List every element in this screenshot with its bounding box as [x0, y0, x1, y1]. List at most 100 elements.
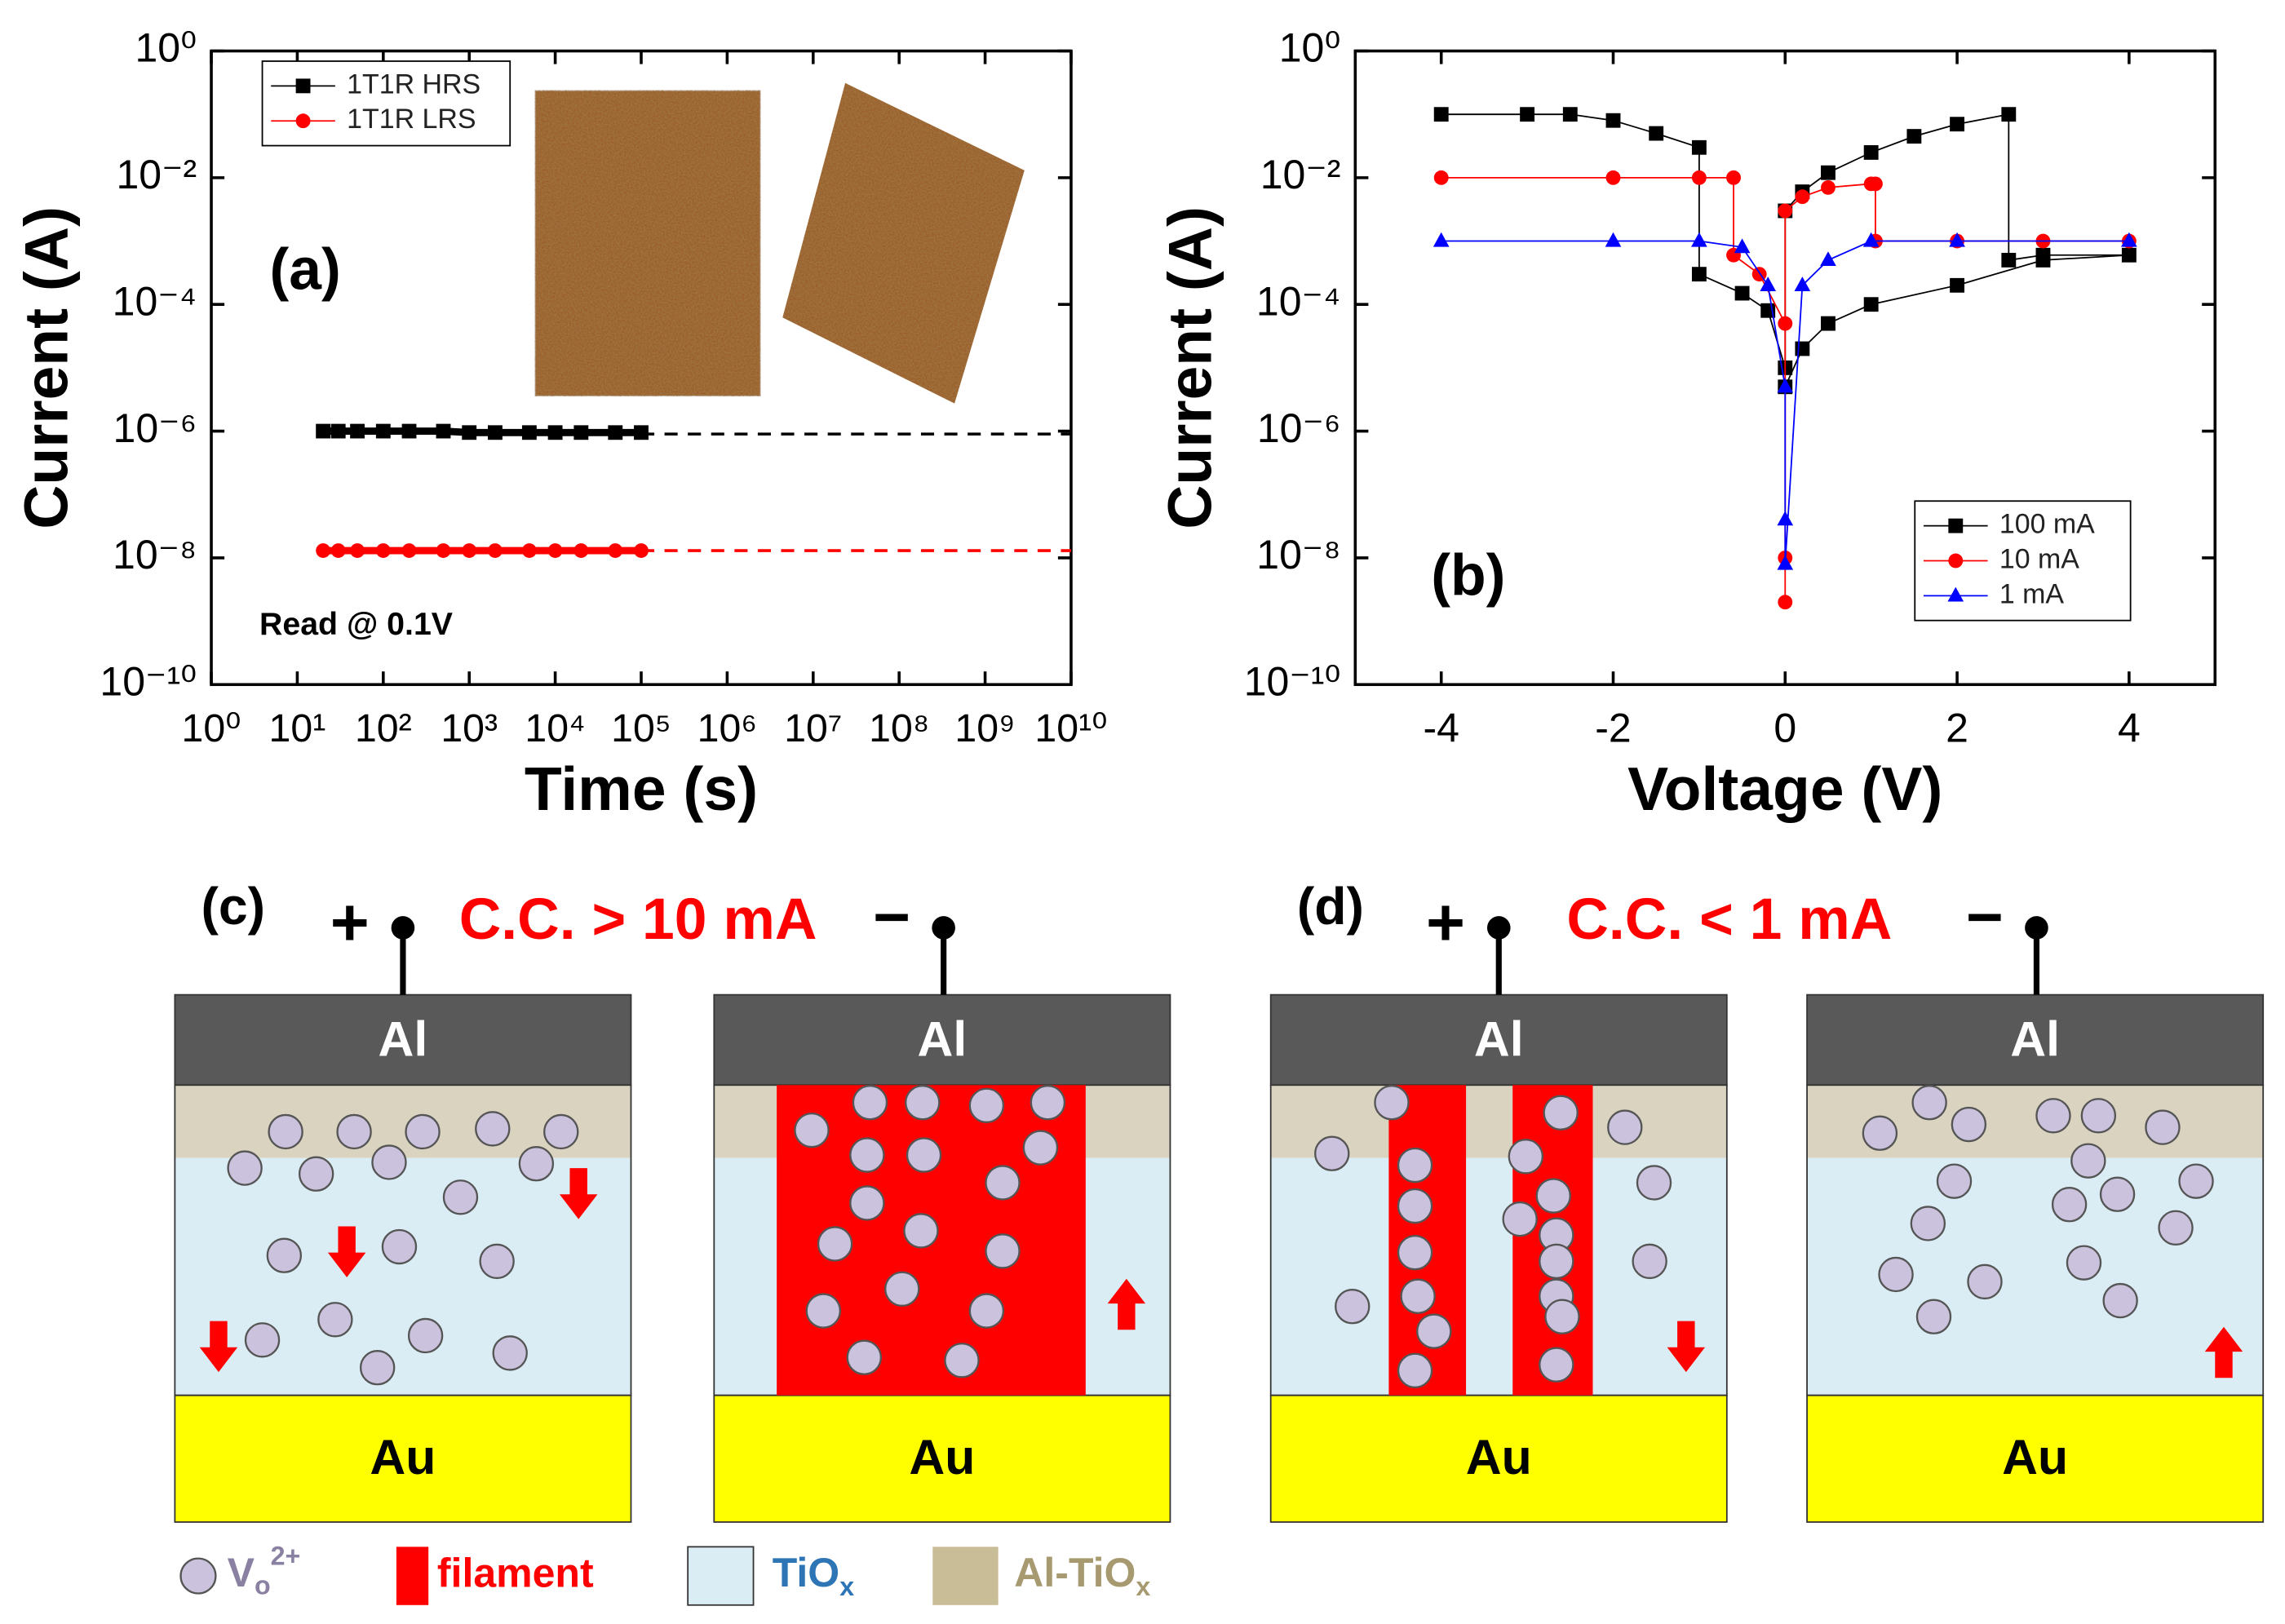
marker [1605, 113, 1621, 128]
marker [1778, 316, 1793, 331]
marker [1433, 107, 1449, 122]
al-layer [1806, 993, 2265, 1086]
marker [1794, 277, 1811, 291]
x-tick-label: 10⁴ [525, 706, 585, 750]
annotation: Read @ 0.1V [259, 606, 453, 642]
marker [1777, 511, 1794, 526]
legend-label: Al-TiOx [1014, 1550, 1150, 1601]
x-tick-label: 0 [1774, 706, 1796, 751]
x-tick-label: 10⁰ [182, 706, 241, 750]
oxygen-vacancy [405, 1113, 441, 1150]
y-tick-label: 10⁻⁴ [113, 278, 197, 324]
electrode-label: Al [1474, 1011, 1524, 1067]
oxygen-vacancy [849, 1185, 885, 1221]
marker [436, 423, 451, 439]
x-tick-label: 10⁷ [784, 706, 842, 750]
oxygen-vacancy [359, 1350, 396, 1386]
oxygen-vacancy [2099, 1176, 2136, 1212]
marker [2121, 247, 2137, 263]
oxygen-vacancy [1951, 1106, 1987, 1143]
legend-text: Al-TiO [1014, 1550, 1136, 1595]
oxygen-vacancy [1607, 1109, 1643, 1145]
oxygen-vacancy [1539, 1243, 1574, 1280]
oxygen-vacancy [1967, 1263, 2003, 1300]
marker [1726, 170, 1741, 185]
electrode-label: Au [1466, 1429, 1532, 1485]
oxygen-vacancy [1400, 1278, 1436, 1314]
legend-altiox [932, 1547, 999, 1605]
oxygen-vacancy [266, 1237, 303, 1273]
oxygen-vacancy [244, 1322, 281, 1358]
legend-sub: x [839, 1573, 854, 1602]
oxygen-vacancy [1397, 1147, 1433, 1184]
oxygen-vacancy [2158, 1210, 2194, 1246]
marker [1862, 232, 1880, 247]
legend-label: 1T1R HRS [347, 69, 480, 100]
marker [573, 425, 589, 440]
marker [1950, 277, 1965, 293]
marker [634, 543, 649, 558]
y-tick-label: 10⁰ [135, 25, 197, 71]
electrode-label: Al [918, 1011, 968, 1067]
oxygen-vacancy [944, 1343, 980, 1378]
x-tick-label: 10⁸ [869, 706, 929, 750]
marker [375, 543, 391, 558]
series-line [323, 427, 641, 436]
oxygen-vacancy [1862, 1115, 1898, 1151]
oxygen-vacancy [2080, 1098, 2117, 1134]
oxygen-vacancy [317, 1302, 353, 1338]
marker [1605, 170, 1621, 185]
y-axis-title: Current (A) [1156, 206, 1224, 529]
oxide-frame [1269, 1084, 1728, 1396]
marker [608, 543, 623, 558]
polarity: + [330, 886, 370, 960]
marker [488, 543, 503, 558]
oxygen-vacancy [1397, 1234, 1433, 1271]
oxygen-vacancy [2145, 1109, 2181, 1145]
x-tick-label: 10⁹ [954, 706, 1015, 750]
y-tick-label: 10⁻⁴ [1256, 278, 1341, 324]
y-tick-label: 10⁻² [116, 152, 197, 197]
marker [521, 543, 537, 558]
ion-arrow [199, 1321, 238, 1373]
marker [1433, 232, 1450, 247]
marker [1863, 145, 1879, 160]
marker [2001, 252, 2017, 268]
marker [1947, 586, 1964, 602]
marker [573, 543, 589, 558]
x-tick-label: 10¹⁰ [1034, 706, 1107, 750]
oxygen-vacancy [794, 1112, 830, 1148]
marker [1433, 170, 1449, 185]
oxygen-vacancy [1878, 1256, 1914, 1293]
oxygen-vacancy [968, 1293, 1005, 1329]
oxygen-vacancy [1544, 1299, 1580, 1334]
marker [316, 543, 331, 558]
oxygen-vacancy [1022, 1130, 1059, 1166]
x-tick-label: 10¹ [269, 706, 326, 750]
annotation: (b) [1431, 543, 1505, 608]
oxygen-vacancy [985, 1233, 1021, 1269]
oxygen-vacancy [968, 1087, 1005, 1124]
oxygen-vacancy [1030, 1085, 1066, 1121]
marker [462, 425, 477, 440]
legend-label: filament [437, 1550, 594, 1595]
marker [1691, 139, 1707, 155]
oxygen-vacancy [1416, 1313, 1452, 1349]
marker [1777, 555, 1794, 570]
ion-arrow [327, 1226, 366, 1278]
marker [1734, 238, 1751, 254]
oxygen-vacancy [846, 1339, 883, 1375]
marker [547, 425, 563, 440]
terminal [1486, 916, 1511, 940]
oxygen-vacancy [1508, 1139, 1544, 1175]
au-layer [1806, 1394, 2265, 1523]
x-tick-label: -2 [1595, 706, 1631, 751]
marker [2121, 232, 2137, 247]
marker [1948, 553, 1964, 569]
marker [316, 423, 331, 439]
legend-label: Vo2+ [228, 1542, 301, 1600]
marker [1821, 316, 1836, 331]
marker [1949, 232, 1965, 247]
polarity: − [1966, 881, 2004, 953]
oxygen-vacancy [475, 1111, 511, 1147]
